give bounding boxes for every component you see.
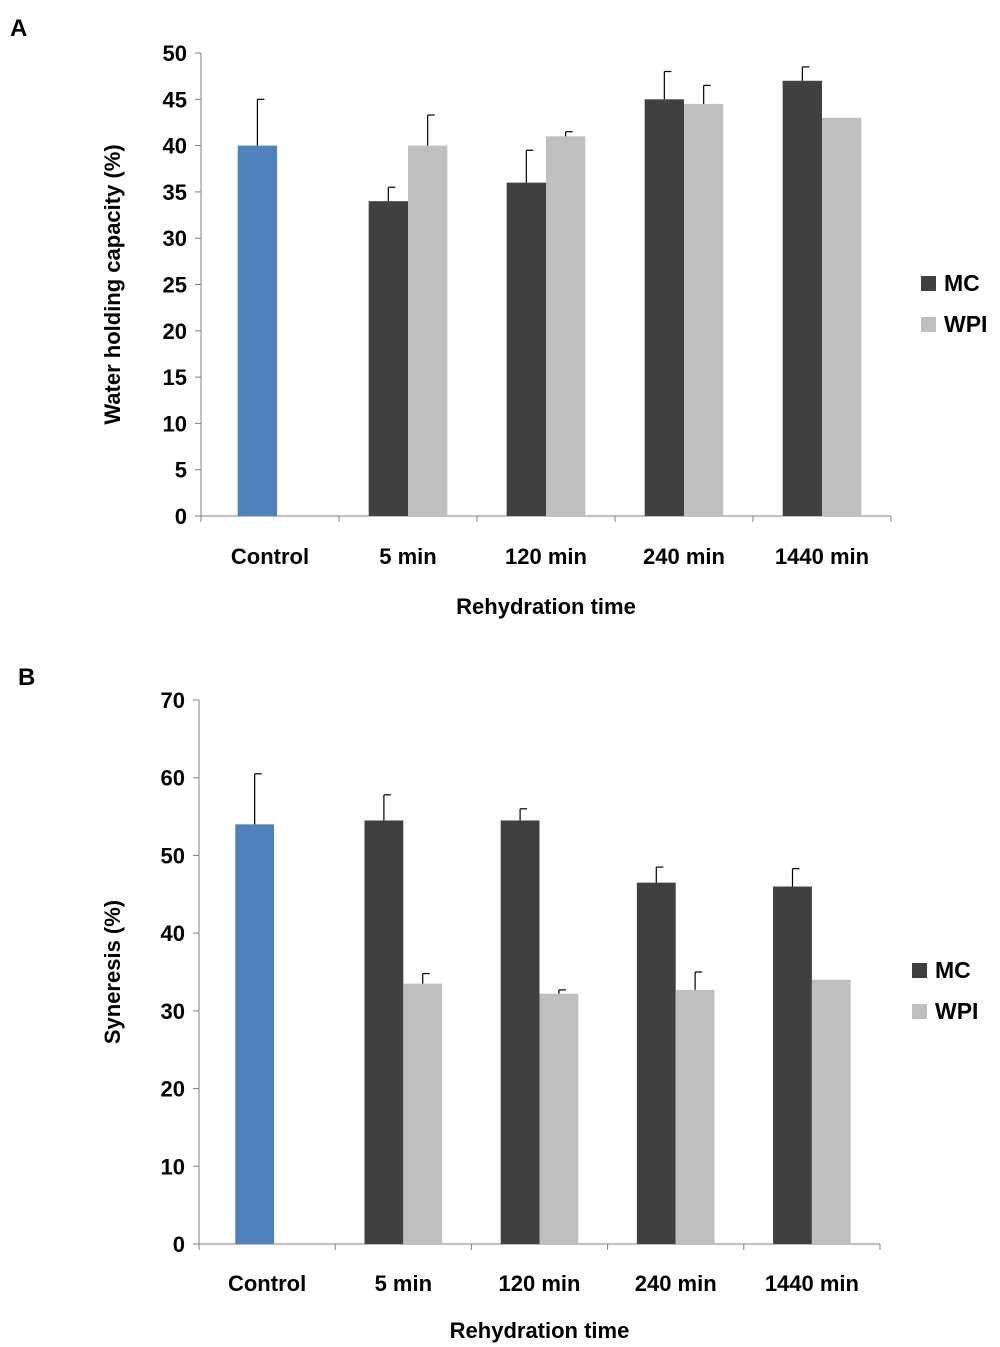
bar-wpi — [822, 117, 862, 516]
bar-control — [237, 145, 278, 516]
panel-a: A 0 5 10 15 20 25 30 35 40 45 50 Control 5 min 120 min… — [10, 15, 987, 619]
category-label: 1440 min — [775, 544, 869, 569]
panel-label: B — [18, 664, 35, 691]
bar-mc — [364, 820, 404, 1244]
bar-mc — [500, 820, 540, 1244]
legend-label: MC — [935, 957, 971, 983]
panel-b: B 0 10 20 30 40 50 60 70 Control 5 min 120 min 240 m… — [18, 664, 978, 1343]
legend-label: WPI — [935, 998, 978, 1024]
bar-wpi — [811, 979, 851, 1244]
y-tick-label: 20 — [161, 1077, 185, 1102]
category-label: 5 min — [379, 544, 436, 569]
y-axis-title: Water holding capacity (%) — [100, 144, 125, 424]
bar-mc — [636, 882, 676, 1244]
category-label: 240 min — [635, 1271, 717, 1296]
bar-wpi — [675, 989, 715, 1244]
y-axis-title: Syneresis (%) — [100, 900, 125, 1044]
bar-wpi — [539, 993, 579, 1244]
y-tick-label: 20 — [163, 319, 187, 344]
y-tick-label: 15 — [163, 365, 187, 390]
legend-swatch — [912, 1004, 927, 1019]
bar-wpi — [684, 103, 724, 517]
category-label: 120 min — [505, 544, 587, 569]
bar-wpi — [403, 983, 443, 1244]
bar-mc — [368, 201, 408, 516]
y-tick-label: 30 — [163, 226, 187, 251]
category-label: 1440 min — [765, 1271, 859, 1296]
y-tick-label: 10 — [163, 411, 187, 436]
bar-wpi — [546, 136, 586, 516]
y-tick-label: 40 — [163, 134, 187, 159]
category-label: Control — [231, 544, 309, 569]
bar-mc — [773, 886, 812, 1244]
bar-wpi — [408, 145, 448, 516]
legend-swatch — [912, 963, 927, 978]
y-tick-label: 25 — [163, 273, 187, 298]
category-label: 240 min — [643, 544, 725, 569]
y-tick-label: 10 — [161, 1154, 185, 1179]
y-tick-label: 50 — [163, 41, 187, 66]
bar-mc — [782, 80, 822, 516]
y-tick-label: 30 — [161, 999, 185, 1024]
category-label: 5 min — [375, 1271, 432, 1296]
x-axis-title: Rehydration time — [450, 1318, 630, 1343]
y-tick-label: 35 — [163, 180, 187, 205]
y-tick-label: 5 — [175, 458, 187, 483]
panel-label: A — [10, 15, 27, 42]
x-axis-title: Rehydration time — [456, 594, 636, 619]
y-tick-label: 60 — [161, 766, 185, 791]
bar-mc — [506, 182, 546, 516]
legend-label: WPI — [944, 311, 987, 337]
legend-label: MC — [944, 270, 980, 296]
category-label: Control — [228, 1271, 306, 1296]
legend-swatch — [921, 276, 936, 291]
bar-control — [235, 824, 275, 1244]
y-tick-label: 70 — [161, 688, 185, 713]
y-tick-label: 0 — [173, 1232, 185, 1257]
y-tick-label: 0 — [175, 504, 187, 529]
y-tick-label: 45 — [163, 87, 187, 112]
bar-mc — [644, 99, 684, 517]
legend-swatch — [921, 317, 936, 332]
category-label: 120 min — [499, 1271, 581, 1296]
y-tick-label: 50 — [161, 843, 185, 868]
y-tick-label: 40 — [161, 921, 185, 946]
